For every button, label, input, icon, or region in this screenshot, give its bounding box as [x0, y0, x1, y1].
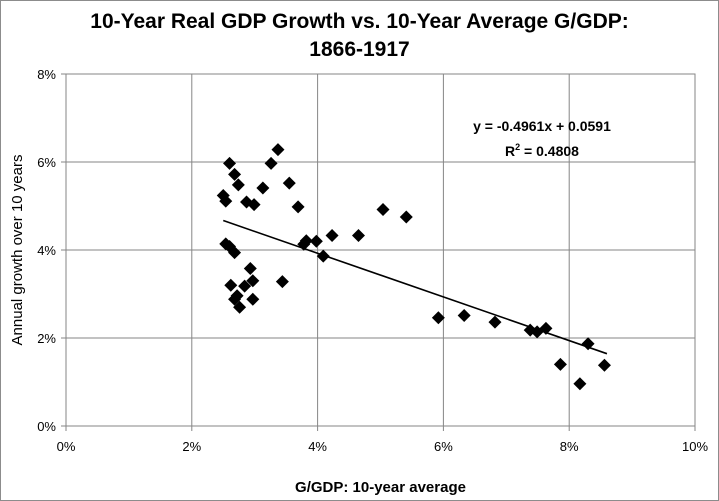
r-squared-label: R2 = 0.4808	[505, 142, 579, 159]
x-tick-label: 10%	[682, 439, 708, 454]
y-tick-label: 4%	[37, 243, 56, 258]
data-point	[230, 289, 244, 303]
r2-suffix: = 0.4808	[520, 143, 579, 159]
trendline	[222, 219, 608, 355]
data-point	[351, 228, 365, 242]
data-point	[488, 315, 502, 329]
data-point	[224, 278, 238, 292]
data-point	[223, 156, 237, 170]
data-points	[216, 143, 611, 391]
x-axis-ticks: 0% 2% 4% 6% 8% 10%	[57, 426, 708, 454]
data-point	[573, 377, 587, 391]
data-point	[316, 249, 330, 263]
x-tick-label: 0%	[57, 439, 76, 454]
data-point	[256, 181, 270, 195]
x-tick-label: 4%	[308, 439, 327, 454]
data-point	[243, 261, 257, 275]
data-point	[399, 210, 413, 224]
data-point	[231, 178, 245, 192]
data-point	[264, 156, 278, 170]
data-point	[553, 357, 567, 371]
data-point	[597, 358, 611, 372]
data-point	[228, 167, 242, 181]
r2-superscript: 2	[515, 142, 520, 152]
data-point	[246, 274, 260, 288]
chart-title-line2: 1866-1917	[309, 38, 410, 61]
y-axis-label: Annual growth over 10 years	[9, 155, 26, 346]
data-point	[291, 200, 305, 214]
data-point	[299, 234, 313, 248]
y-tick-label: 0%	[37, 419, 56, 434]
x-tick-label: 6%	[434, 439, 453, 454]
data-point	[247, 198, 261, 212]
y-tick-label: 2%	[37, 331, 56, 346]
y-tick-label: 6%	[37, 155, 56, 170]
data-point	[238, 279, 252, 293]
data-point	[325, 228, 339, 242]
data-point	[246, 292, 260, 306]
x-tick-label: 8%	[560, 439, 579, 454]
data-point	[539, 321, 553, 335]
data-point	[282, 176, 296, 190]
x-axis-label: G/GDP: 10-year average	[295, 479, 466, 496]
r2-prefix: R	[505, 143, 515, 159]
data-point	[581, 337, 595, 351]
data-point	[228, 246, 242, 260]
chart-title-line1: 10-Year Real GDP Growth vs. 10-Year Aver…	[90, 10, 629, 33]
data-point	[457, 309, 471, 323]
data-point	[233, 300, 247, 314]
data-point	[309, 234, 323, 248]
data-point	[431, 311, 445, 325]
data-point	[376, 203, 390, 217]
trendline-equation: y = -0.4961x + 0.0591	[473, 118, 611, 134]
data-point	[275, 275, 289, 289]
data-point	[219, 194, 233, 208]
data-point	[271, 143, 285, 157]
y-tick-label: 8%	[37, 67, 56, 82]
y-axis-ticks: 0% 2% 4% 6% 8%	[37, 67, 66, 434]
x-tick-label: 2%	[182, 439, 201, 454]
